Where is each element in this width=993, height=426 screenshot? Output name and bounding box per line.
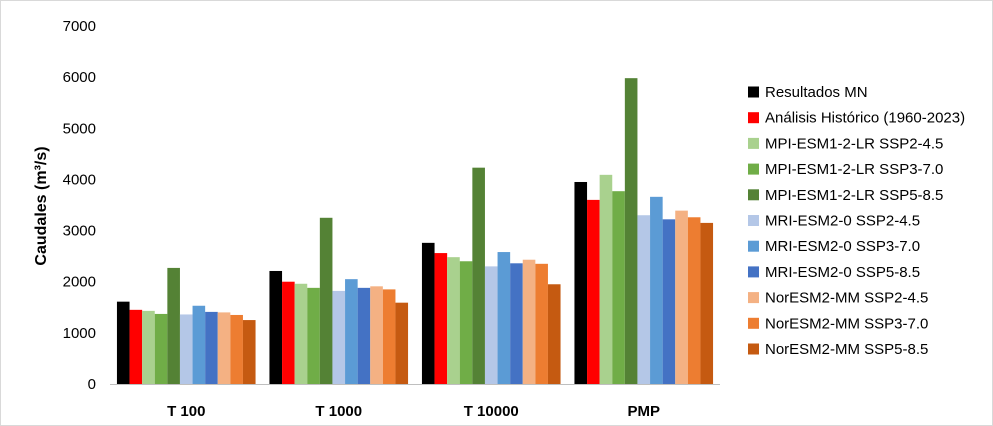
bar	[382, 289, 396, 384]
y-tick-label: 2000	[63, 274, 96, 291]
bar	[230, 314, 243, 384]
bar	[395, 302, 409, 384]
bar	[192, 305, 206, 384]
y-axis-label: Caudales (m³/s)	[33, 146, 50, 265]
legend-label: MPI-ESM1-2-LR SSP5-8.5	[765, 187, 943, 204]
y-tick-label: 4000	[63, 171, 96, 188]
legend-label: MRI-ESM2-0 SSP5-8.5	[765, 264, 920, 281]
bar	[497, 252, 511, 384]
bar	[637, 215, 651, 384]
bar	[522, 259, 536, 384]
legend-label: MPI-ESM1-2-LR SSP2-4.5	[765, 135, 943, 152]
bar	[472, 167, 485, 384]
legend-label: NorESM2-MM SSP2-4.5	[765, 290, 928, 307]
y-tick-label: 6000	[63, 69, 96, 86]
bar	[434, 253, 448, 384]
x-category-label: T 1000	[315, 403, 362, 420]
legend: Resultados MN Análisis Histórico (1960-20…	[748, 84, 965, 358]
x-category-label: T 10000	[464, 403, 519, 420]
legend-swatch	[748, 317, 759, 329]
bar	[675, 210, 688, 384]
legend-swatch	[748, 292, 759, 304]
legend-label: MRI-ESM2-0 SSP3-7.0	[765, 238, 920, 255]
x-axis-categories: T 100 T 1000 T 10000 PMP	[167, 403, 660, 420]
y-axis-ticks: 0 1000 2000 3000 4000 5000 6000 7000	[63, 18, 96, 393]
legend-swatch	[748, 163, 759, 175]
y-tick-label: 0	[88, 376, 96, 393]
bar	[662, 219, 676, 384]
bar	[294, 283, 308, 384]
legend-swatch	[748, 86, 759, 98]
legend-label: NorESM2-MM SSP3-7.0	[765, 315, 928, 332]
bar	[535, 263, 548, 384]
bar	[154, 313, 168, 384]
bar	[345, 279, 358, 384]
bar	[129, 309, 143, 384]
bar	[357, 287, 371, 384]
bar	[612, 191, 625, 384]
y-tick-label: 1000	[63, 325, 96, 342]
x-category-label: PMP	[627, 403, 660, 420]
bar	[624, 78, 638, 385]
bar	[447, 257, 460, 384]
y-tick-label: 3000	[63, 223, 96, 240]
legend-swatch	[748, 343, 759, 355]
x-category-label: T 100	[167, 403, 205, 420]
bar	[332, 290, 346, 384]
legend-label: NorESM2-MM SSP5-8.5	[765, 341, 928, 358]
bar	[205, 311, 218, 384]
bar	[167, 267, 180, 384]
bars	[116, 78, 714, 385]
legend-label: MRI-ESM2-0 SSP2-4.5	[765, 213, 920, 230]
bar	[574, 181, 588, 384]
bar	[116, 301, 130, 384]
legend-label: Análisis Histórico (1960-2023)	[765, 110, 965, 127]
legend-swatch	[748, 266, 759, 278]
bar	[700, 222, 714, 384]
bar	[421, 242, 435, 384]
bar	[599, 174, 613, 384]
bar	[319, 217, 333, 384]
bar	[217, 312, 231, 384]
bar	[282, 281, 295, 384]
legend-swatch	[748, 215, 759, 226]
legend-swatch	[748, 189, 759, 201]
bar	[370, 286, 383, 384]
bar	[484, 266, 498, 384]
bar	[687, 217, 701, 384]
bar	[459, 261, 473, 384]
legend-label: MPI-ESM1-2-LR SSP3-7.0	[765, 161, 943, 178]
bar	[650, 196, 663, 384]
bar	[269, 270, 283, 384]
bar	[547, 284, 561, 384]
bar	[142, 310, 155, 384]
legend-swatch	[748, 112, 759, 124]
legend-label: Resultados MN	[765, 84, 868, 101]
bar	[242, 320, 256, 384]
legend-swatch	[748, 137, 759, 149]
bar	[179, 314, 193, 384]
bar	[510, 263, 523, 384]
y-tick-label: 5000	[63, 120, 96, 137]
y-tick-label: 7000	[63, 18, 96, 35]
legend-swatch	[748, 240, 759, 252]
bar	[587, 199, 600, 384]
bar	[307, 287, 320, 384]
